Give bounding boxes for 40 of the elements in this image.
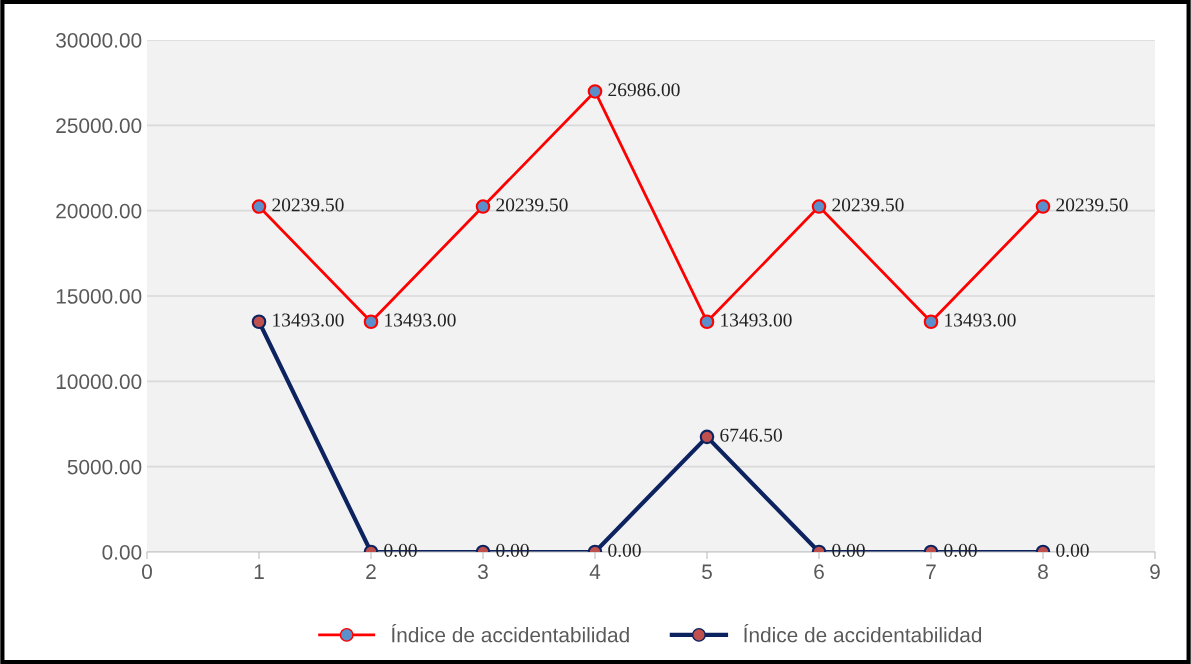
point (811, 199, 827, 214)
y-tick-label: 25000.00 (56, 118, 142, 134)
x-tick-label: 1 (254, 564, 264, 579)
y-tick-label: 15000.00 (56, 289, 142, 304)
x-tick-label: 6 (814, 564, 824, 580)
data-label: 13493.00 (721, 313, 792, 327)
y-tick-label: 0.00 (102, 545, 142, 560)
x-tick-label: 5 (702, 564, 712, 580)
x-tick-label: 4 (589, 564, 601, 579)
x-tick-label: 0 (142, 564, 152, 580)
point (699, 314, 715, 330)
data-label: 13493.00 (385, 313, 456, 327)
y-tick-label: 20000.00 (56, 203, 142, 219)
data-label: 20239.50 (272, 198, 344, 212)
data-label: 26986.00 (608, 83, 680, 97)
point (1035, 199, 1051, 214)
data-label: 6746.50 (720, 428, 782, 442)
legend-label: Índice de accidentabilidad (744, 624, 982, 643)
point (363, 314, 379, 330)
data-label: 0.00 (1056, 543, 1089, 557)
x-tick-label: 8 (1038, 564, 1048, 580)
legend-label: Índice de accidentabilidad (391, 624, 629, 643)
x-tick-label: 7 (926, 564, 936, 579)
x-tick-label: 2 (366, 564, 376, 579)
x-tick-label: 3 (478, 564, 488, 580)
point (251, 199, 267, 214)
point (923, 314, 939, 330)
point (475, 199, 491, 214)
point (251, 314, 267, 330)
data-label: 13493.00 (945, 313, 1016, 327)
data-label: 20239.50 (1056, 198, 1128, 212)
y-tick-label: 10000.00 (56, 374, 142, 390)
point (587, 84, 603, 99)
y-tick-label: 5000.00 (67, 459, 142, 475)
data-label: 0.00 (608, 543, 641, 557)
data-label: 13493.00 (273, 313, 344, 327)
x-tick-label: 9 (1150, 564, 1160, 580)
y-tick-label: 30000.00 (56, 33, 142, 48)
data-label: 20239.50 (496, 198, 568, 212)
data-label: 20239.50 (832, 198, 904, 212)
